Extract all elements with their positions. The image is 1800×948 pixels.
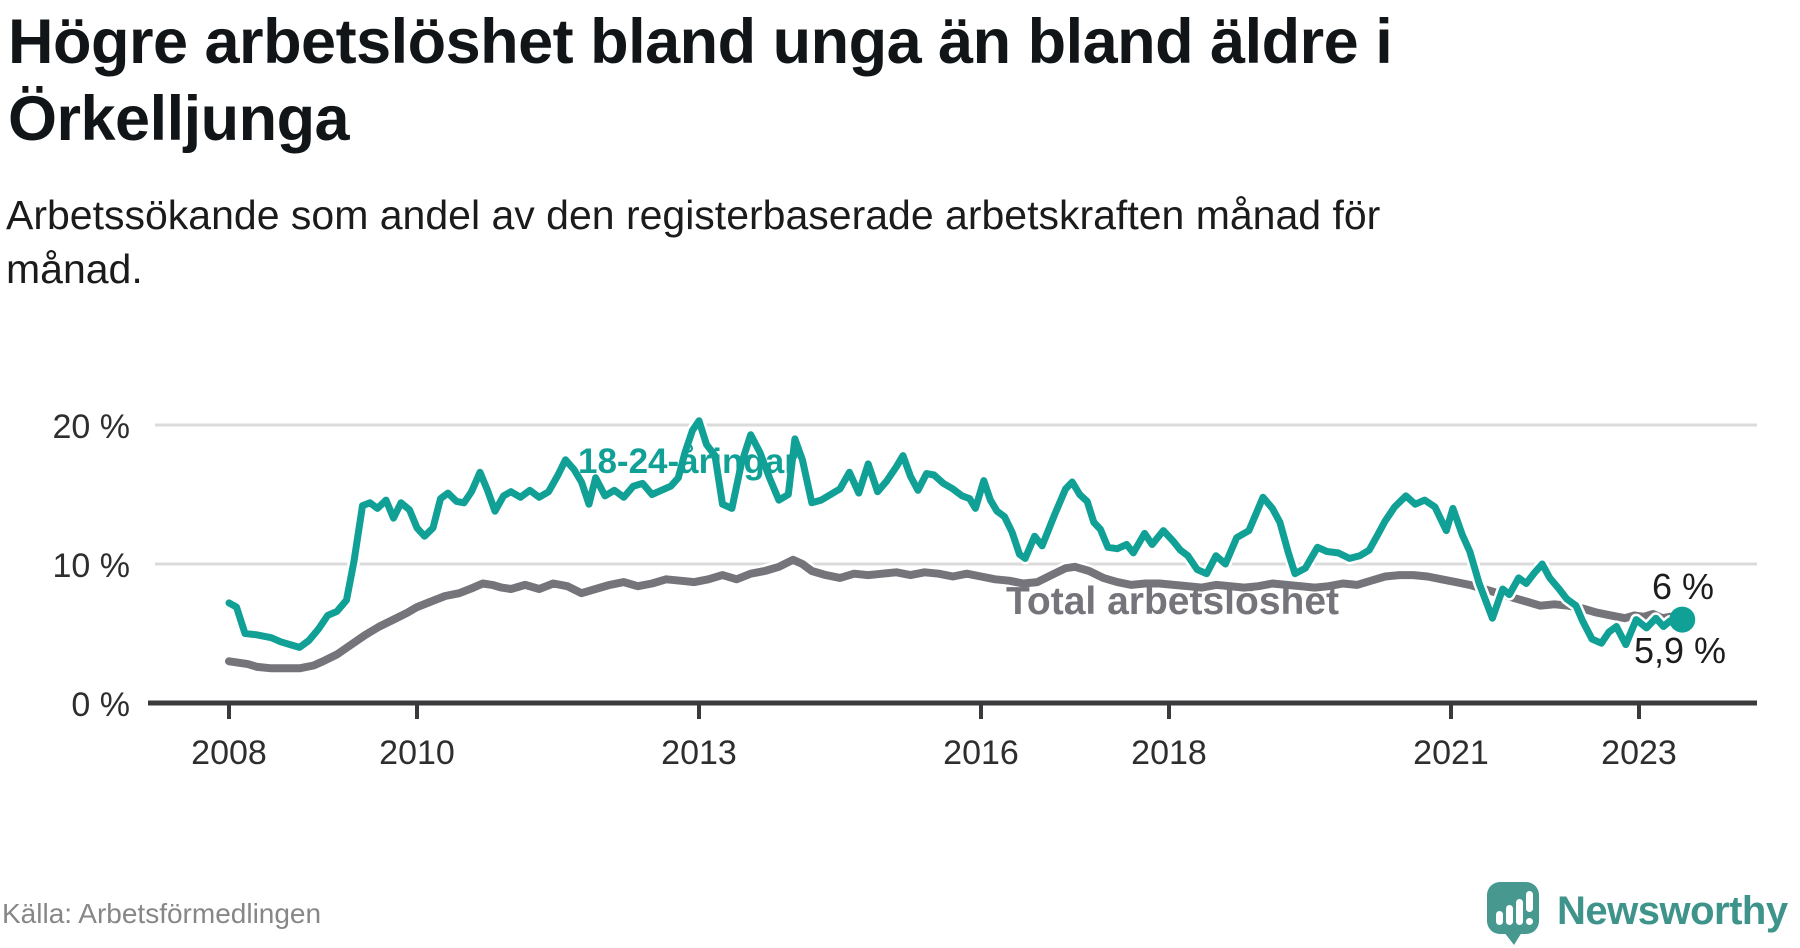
y-tick-label: 20 % <box>53 408 131 446</box>
newsworthy-icon <box>1487 882 1539 945</box>
brand-logo: Newsworthy <box>1487 882 1788 946</box>
x-tick-label: 2008 <box>191 734 267 772</box>
x-tick-label: 2023 <box>1601 734 1677 772</box>
series-line-youth <box>225 417 1686 651</box>
series-end-dot-youth <box>1669 606 1696 633</box>
x-tick-label: 2013 <box>661 734 737 772</box>
page-subtitle: Arbetssökande som andel av den registerb… <box>6 192 1381 293</box>
source-note: Källa: Arbetsförmedlingen <box>2 898 322 929</box>
series-line-total <box>225 555 1687 673</box>
x-tick-label: 2010 <box>379 734 455 772</box>
x-tick-label: 2016 <box>943 734 1019 772</box>
x-tick-label: 2021 <box>1413 734 1489 772</box>
end-value-label-youth: 6 % <box>1652 566 1715 607</box>
page-title: Högre arbetslöshet bland unga än bland ä… <box>8 7 1393 154</box>
y-tick-label: 10 % <box>53 547 131 585</box>
y-tick-label: 0 % <box>71 686 130 724</box>
brand-name: Newsworthy <box>1557 889 1788 933</box>
end-value-label-total: 5,9 % <box>1634 630 1727 671</box>
series-label-youth: 18-24-åringar <box>578 442 798 481</box>
series-label-total: Total arbetslöshet <box>1006 580 1340 623</box>
x-tick-label: 2018 <box>1131 734 1207 772</box>
